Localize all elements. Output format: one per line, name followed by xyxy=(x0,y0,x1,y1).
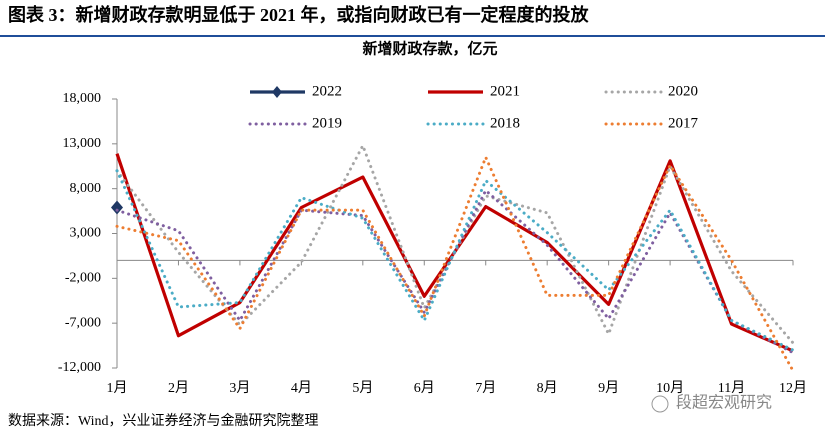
legend-label: 2020 xyxy=(668,83,698,99)
watermark-icon xyxy=(651,395,669,413)
y-tick-label: 18,000 xyxy=(63,91,102,106)
watermark: 段超宏观研究 xyxy=(676,394,772,412)
x-tick-label: 10月 xyxy=(656,380,684,396)
x-tick-label: 2月 xyxy=(168,380,189,396)
x-tick-label: 6月 xyxy=(414,380,435,396)
y-tick-label: 3,000 xyxy=(70,226,102,241)
y-tick-label: -7,000 xyxy=(65,315,101,330)
x-tick-label: 12月 xyxy=(779,380,807,396)
x-tick-label: 3月 xyxy=(229,380,250,396)
series-line xyxy=(115,155,795,373)
series-line xyxy=(115,144,795,345)
legend-label: 2017 xyxy=(668,115,699,131)
x-tick-label: 7月 xyxy=(475,380,496,396)
y-tick-label: -2,000 xyxy=(65,271,101,286)
y-tick-label: 13,000 xyxy=(63,136,102,151)
x-tick-label: 5月 xyxy=(352,380,373,396)
legend-label: 2019 xyxy=(312,115,342,131)
x-tick-label: 9月 xyxy=(598,380,619,396)
legend-label: 2018 xyxy=(490,115,520,131)
legend-label: 2022 xyxy=(312,83,342,99)
x-tick-label: 4月 xyxy=(291,380,312,396)
legend-label: 2021 xyxy=(490,83,520,99)
x-tick-label: 1月 xyxy=(107,380,128,396)
legend-marker xyxy=(272,86,282,98)
series-line xyxy=(115,169,795,352)
source: 数据来源：Wind，兴业证券经济与金融研究院整理 xyxy=(8,413,319,429)
figure-title: 图表 3：新增财政存款明显低于 2021 年，或指向财政已有一定程度的投放 xyxy=(8,4,589,25)
x-tick-label: 11月 xyxy=(718,380,745,396)
y-tick-label: 8,000 xyxy=(70,181,102,196)
x-tick-label: 8月 xyxy=(537,380,558,396)
diamond-marker xyxy=(111,200,123,215)
y-tick-label: -12,000 xyxy=(58,360,101,375)
chart-title: 新增财政存款，亿元 xyxy=(362,39,497,57)
